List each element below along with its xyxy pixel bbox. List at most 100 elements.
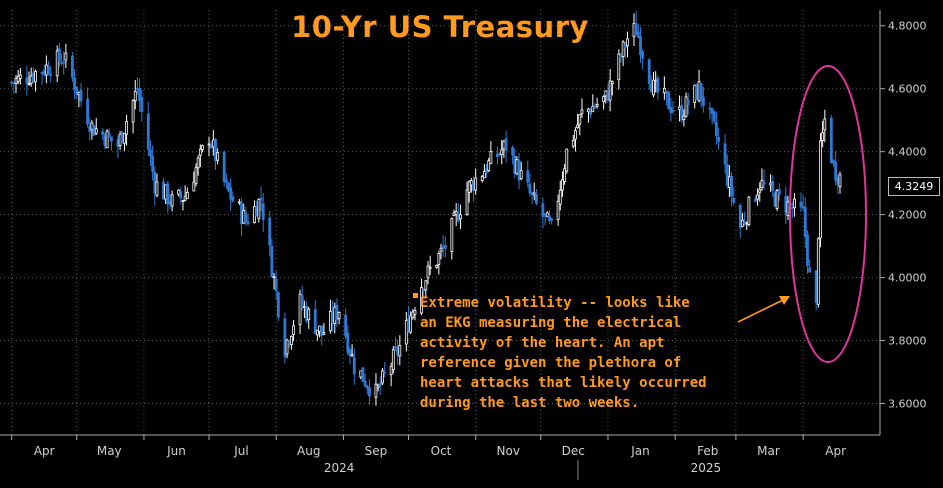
candle-down <box>31 72 35 82</box>
candle-down <box>101 131 105 135</box>
year-label: 2024 <box>324 461 355 475</box>
candle-down <box>422 289 426 291</box>
candle-up <box>756 194 759 200</box>
candle-down <box>730 176 733 197</box>
candle-down <box>344 314 348 337</box>
candle-down <box>725 164 729 186</box>
candle-down <box>589 109 593 115</box>
candle-up <box>576 124 580 128</box>
candle-up <box>793 198 796 209</box>
candle-down <box>110 136 113 142</box>
candle-up <box>760 180 764 189</box>
candle-up <box>454 211 458 215</box>
candle-up <box>201 145 204 151</box>
candle-down <box>305 306 308 322</box>
candle-up <box>253 206 256 223</box>
candle-up <box>578 114 582 125</box>
candle-down <box>146 113 150 150</box>
candle-down <box>526 170 530 183</box>
candle-down <box>116 139 120 147</box>
candles <box>10 11 842 406</box>
candle-down <box>806 234 809 267</box>
candle-up <box>450 218 454 252</box>
candle-down <box>680 105 684 121</box>
annotation-arrowhead <box>779 296 790 305</box>
candle-up <box>652 79 655 96</box>
candle-up <box>216 152 220 161</box>
candle-up <box>816 238 820 305</box>
candle-down <box>276 292 280 318</box>
x-tick-label: Feb <box>697 444 718 458</box>
candle-down <box>179 191 183 199</box>
candle-up <box>602 96 606 103</box>
candle-down <box>70 55 74 78</box>
candle-up <box>211 139 215 148</box>
candle-up <box>272 276 276 279</box>
candle-down <box>79 89 83 102</box>
candle-down <box>441 246 445 249</box>
candle-down <box>834 161 838 181</box>
y-tick-label: 3.6000 <box>888 398 927 411</box>
candle-down <box>656 77 660 93</box>
candle-down <box>619 55 623 58</box>
candle-down <box>649 83 653 93</box>
candle-up <box>439 247 443 252</box>
candle-down <box>665 90 668 94</box>
candle-up <box>350 354 354 357</box>
candle-down <box>535 194 538 204</box>
candle-up <box>424 280 428 291</box>
candle-up <box>465 189 469 216</box>
candle-down <box>543 213 547 216</box>
candle-up <box>164 184 168 200</box>
candle-up <box>697 81 701 102</box>
candle-down <box>86 98 89 125</box>
candle-down <box>49 74 53 77</box>
candle-up <box>678 106 681 110</box>
grid-lines <box>0 10 880 435</box>
x-tick-label: Jul <box>233 444 248 458</box>
candle-up <box>77 92 81 96</box>
candle-up <box>125 121 128 135</box>
candle-up <box>565 148 569 172</box>
candle-up <box>123 132 126 144</box>
candle-down <box>541 203 545 218</box>
candle-down <box>214 139 217 162</box>
candle-down <box>75 86 79 95</box>
candle-down <box>88 125 92 133</box>
x-tick-label: Dec <box>562 444 585 458</box>
candle-up <box>307 308 311 321</box>
candle-up <box>18 74 22 79</box>
candle-up <box>237 201 241 204</box>
candle-up <box>285 339 289 355</box>
candle-down <box>346 332 350 353</box>
candle-down <box>62 61 66 64</box>
x-tick-label: Nov <box>497 444 520 458</box>
candle-up <box>580 109 584 114</box>
candle-down <box>723 143 727 165</box>
x-tick-label: Oct <box>431 444 452 458</box>
candle-up <box>617 53 621 81</box>
chart-title: 10-Yr US Treasury <box>291 10 589 44</box>
candle-up <box>420 287 423 314</box>
annotation-line: reference given the plethora of <box>420 355 682 371</box>
annotation-line: Extreme volatility -- looks like <box>420 295 690 311</box>
candle-up <box>428 266 432 269</box>
candle-down <box>777 189 781 195</box>
candle-up <box>587 108 590 113</box>
candle-down <box>695 84 699 100</box>
year-label: 2025 <box>691 461 722 475</box>
candle-down <box>394 346 397 349</box>
candle-down <box>259 197 263 201</box>
candle-up <box>34 71 37 83</box>
candle-up <box>662 87 666 93</box>
candle-up <box>515 159 519 174</box>
candle-up <box>404 320 408 345</box>
candle-down <box>528 183 532 194</box>
candle-down <box>348 349 352 356</box>
candle-up <box>819 140 822 239</box>
candle-up <box>561 179 564 191</box>
candle-down <box>12 82 16 84</box>
candle-up <box>452 212 456 216</box>
candle-down <box>634 23 638 36</box>
candle-down <box>168 201 172 205</box>
